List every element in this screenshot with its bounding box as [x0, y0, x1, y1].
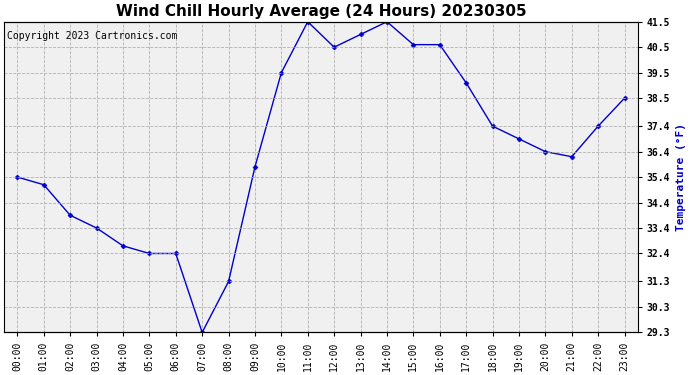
Title: Wind Chill Hourly Average (24 Hours) 20230305: Wind Chill Hourly Average (24 Hours) 202…	[116, 4, 526, 19]
Y-axis label: Temperature (°F): Temperature (°F)	[676, 123, 686, 231]
Text: Copyright 2023 Cartronics.com: Copyright 2023 Cartronics.com	[8, 31, 178, 41]
